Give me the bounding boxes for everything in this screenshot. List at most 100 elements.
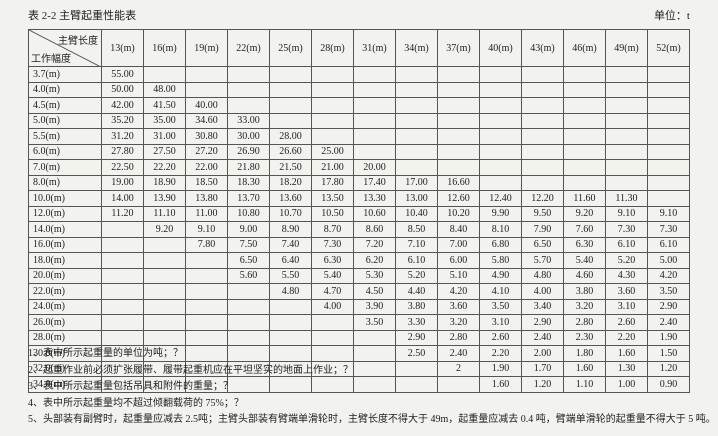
cell xyxy=(647,128,690,145)
cell: 3.30 xyxy=(395,314,438,331)
cell: 42.00 xyxy=(101,97,144,114)
cell: 4.20 xyxy=(647,267,690,284)
row-label: 10.0(m) xyxy=(28,190,102,207)
cell: 6.10 xyxy=(647,236,690,253)
cell: 5.50 xyxy=(269,267,312,284)
cell xyxy=(647,81,690,98)
cell xyxy=(395,66,438,83)
cell: 27.80 xyxy=(101,143,144,160)
row: 4.0(m) 50.00 48.00 xyxy=(28,81,690,98)
cell xyxy=(269,314,312,331)
cell: 55.00 xyxy=(101,66,144,83)
cell xyxy=(143,314,186,331)
cell xyxy=(437,97,480,114)
column-header: 34(m) xyxy=(395,29,438,67)
note: 5、头部装有副臂时，起重量应减去 2.5吨；主臂头部装有臂端单滑轮时，主臂长度不… xyxy=(28,414,716,425)
cell xyxy=(185,314,228,331)
row-label: 8.0(m) xyxy=(28,174,102,191)
cell xyxy=(437,66,480,83)
cell: 9.00 xyxy=(227,221,270,238)
cell xyxy=(479,81,522,98)
cell xyxy=(647,97,690,114)
cell: 26.90 xyxy=(227,143,270,160)
cell: 18.30 xyxy=(227,174,270,191)
column-header: 49(m) xyxy=(605,29,648,67)
note: 4、表中所示起重量均不超过倾翻载荷的 75%；？ xyxy=(28,397,244,409)
cell xyxy=(521,143,564,160)
cell: 10.20 xyxy=(437,205,480,222)
cell xyxy=(185,329,228,346)
cell xyxy=(227,298,270,315)
diagonal xyxy=(29,30,101,67)
cell: 7.30 xyxy=(647,221,690,238)
cell: 18.90 xyxy=(143,174,186,191)
cell xyxy=(269,298,312,315)
cell xyxy=(143,329,186,346)
column-header: 13(m) xyxy=(101,29,144,67)
cell xyxy=(605,128,648,145)
cell: 34.60 xyxy=(185,112,228,129)
note: 1、表中所示起重量的单位为吨；？ xyxy=(28,348,183,359)
row: 28.0(m) 2.90 2.80 2.60 2.40 2.30 2.20 1.90 xyxy=(28,329,690,346)
cell: 7.00 xyxy=(437,236,480,253)
cell: 10.60 xyxy=(353,205,396,222)
cell: 2.90 xyxy=(647,298,690,315)
cell: 13.00 xyxy=(395,190,438,207)
cell xyxy=(143,283,186,300)
cell: 27.50 xyxy=(143,143,186,160)
cell: 3.60 xyxy=(437,298,480,315)
cell: 9.20 xyxy=(563,205,606,222)
cell: 1.20 xyxy=(521,376,564,393)
cell xyxy=(101,221,144,238)
cell: 17.80 xyxy=(311,174,354,191)
column-header: 40(m) xyxy=(479,29,522,67)
cell: 5.80 xyxy=(479,252,522,269)
cell: 28.00 xyxy=(269,128,312,145)
cell: 9.10 xyxy=(647,205,690,222)
cell: 2.40 xyxy=(521,329,564,346)
cell: 3.90 xyxy=(353,298,396,315)
cell: 2.80 xyxy=(437,329,480,346)
cell xyxy=(605,66,648,83)
cell: 17.40 xyxy=(353,174,396,191)
cell: 6.50 xyxy=(521,236,564,253)
cell: 7.40 xyxy=(269,236,312,253)
cell: 12.20 xyxy=(521,190,564,207)
cell xyxy=(479,112,522,129)
column-header: 25(m) xyxy=(269,29,312,67)
cell: 21.00 xyxy=(311,159,354,176)
cell: 11.60 xyxy=(563,190,606,207)
cell: 22.50 xyxy=(101,159,144,176)
cell: 9.50 xyxy=(521,205,564,222)
cell xyxy=(143,252,186,269)
cell: 1.90 xyxy=(647,329,690,346)
cell xyxy=(353,329,396,346)
cell: 8.50 xyxy=(395,221,438,238)
cell xyxy=(521,66,564,83)
cell: 0.90 xyxy=(647,376,690,393)
row-label: 16.0(m) xyxy=(28,236,102,253)
cell xyxy=(353,81,396,98)
row-label: 4.5(m) xyxy=(28,97,102,114)
cell: 5.20 xyxy=(605,252,648,269)
cell xyxy=(353,97,396,114)
cell: 4.30 xyxy=(605,267,648,284)
cell xyxy=(101,267,144,284)
cell: 3.10 xyxy=(479,314,522,331)
row-label: 24.0(m) xyxy=(28,298,102,315)
cell xyxy=(101,329,144,346)
cell xyxy=(353,143,396,160)
cell: 14.00 xyxy=(101,190,144,207)
cell xyxy=(437,81,480,98)
cell: 11.10 xyxy=(143,205,186,222)
column-header: 19(m) xyxy=(185,29,228,67)
row-label: 4.0(m) xyxy=(28,81,102,98)
cell xyxy=(479,128,522,145)
row: 10.0(m) 14.00 13.90 13.80 13.70 13.60 13.50 13.… xyxy=(28,190,690,207)
cell xyxy=(227,81,270,98)
cell: 21.80 xyxy=(227,159,270,176)
cell: 22.00 xyxy=(185,159,228,176)
cell xyxy=(605,174,648,191)
cell: 1.00 xyxy=(605,376,648,393)
